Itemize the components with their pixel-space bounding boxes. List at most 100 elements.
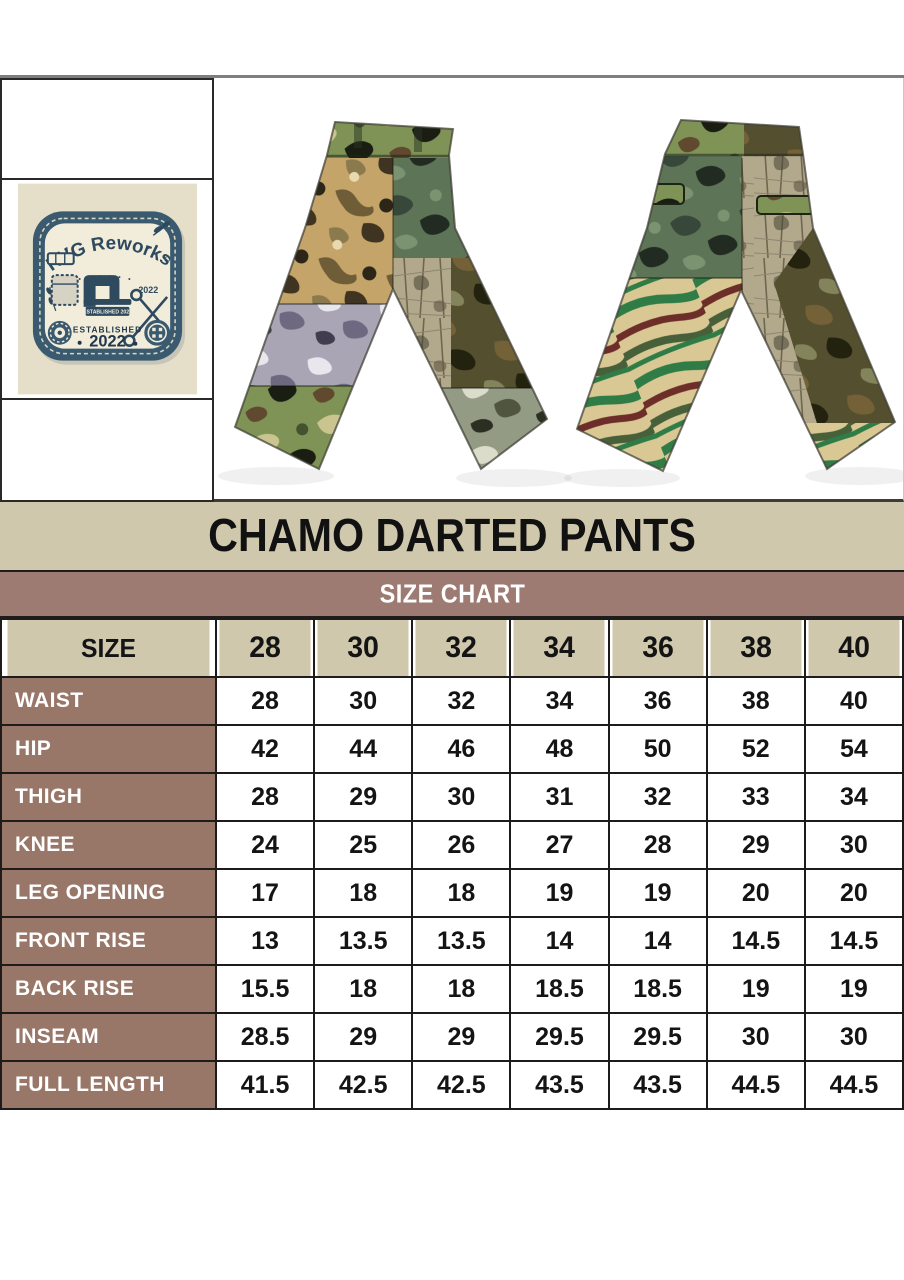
row-label: FULL LENGTH	[0, 1060, 217, 1110]
table-row: KNEE 24 25 26 27 28 29 30	[0, 820, 904, 870]
measurement-cell: 29	[411, 1012, 512, 1062]
size-table: SIZE 28 30 32 34 36 38 40 WAIST 28 30 32 34 36 38 40 HI…	[0, 618, 904, 1110]
size-header-cell: 32	[413, 618, 509, 678]
measurement-cell: 20	[705, 868, 806, 918]
measurement-cell: 30	[313, 676, 414, 726]
size-header-row: SIZE 28 30 32 34 36 38 40	[1, 618, 903, 678]
measurement-cell: 13.5	[411, 916, 512, 966]
pants-photos	[218, 118, 903, 487]
measurement-cell: 29	[705, 820, 806, 870]
measurement-cell: 14	[509, 916, 610, 966]
leaf-icon	[152, 221, 170, 236]
measurement-cell: 43.5	[607, 1060, 708, 1110]
svg-text:2022: 2022	[89, 333, 125, 351]
pocket-icon	[50, 274, 79, 306]
row-label: KNEE	[0, 820, 217, 870]
measurement-cell: 28	[607, 820, 708, 870]
measurement-cell: 30	[705, 1012, 806, 1062]
measurement-cell: 38	[705, 676, 806, 726]
button-icon	[143, 319, 170, 346]
measurement-cell: 18	[313, 964, 414, 1014]
table-row: FULL LENGTH 41.5 42.5 42.5 43.5 43.5 44.5 44.5	[0, 1060, 904, 1110]
row-label: THIGH	[0, 772, 217, 822]
measurement-cell: 54	[803, 724, 904, 774]
size-header-cell: 28	[217, 618, 313, 678]
measurement-cell: 25	[313, 820, 414, 870]
measurement-cell: 28	[214, 676, 316, 726]
measurement-cell: 44.5	[803, 1060, 904, 1110]
measurement-cell: 30	[411, 772, 512, 822]
measurement-cell: 33	[705, 772, 806, 822]
top-section: RVG Reworks	[0, 75, 904, 502]
row-label: FRONT RISE	[0, 916, 217, 966]
row-label: INSEAM	[0, 1012, 217, 1062]
measurement-cell: 19	[509, 868, 610, 918]
measurement-cell: 48	[509, 724, 610, 774]
measurement-cell: 13	[214, 916, 316, 966]
measurement-cell: 20	[803, 868, 904, 918]
measurement-cell: 14	[607, 916, 708, 966]
size-chart-bar: SIZE CHART	[0, 572, 904, 618]
registered-mark-icon	[163, 256, 170, 263]
size-header-cell: 30	[315, 618, 411, 678]
measurement-cell: 31	[509, 772, 610, 822]
measurement-cell: 14.5	[705, 916, 806, 966]
measurement-cell: 42.5	[313, 1060, 414, 1110]
measurement-cell: 52	[705, 724, 806, 774]
size-header-cell: 34	[511, 618, 608, 678]
page-title: CHAMO DARTED PANTS	[208, 509, 696, 562]
measurement-cell: 44	[313, 724, 414, 774]
table-row: INSEAM 28.5 29 29 29.5 29.5 30 30	[0, 1012, 904, 1062]
established-tag: ESTABLISHED 2022	[83, 306, 132, 316]
measurement-cell: 27	[509, 820, 610, 870]
measurement-cell: 43.5	[509, 1060, 610, 1110]
empty-cell-top	[0, 78, 214, 180]
measurement-cell: 36	[607, 676, 708, 726]
logo-cell: RVG Reworks	[0, 180, 214, 400]
measurement-cell: 29	[313, 1012, 414, 1062]
size-column-label: SIZE	[5, 618, 212, 678]
measurement-cell: 34	[803, 772, 904, 822]
measurement-cell: 18.5	[509, 964, 610, 1014]
measurement-cell: 41.5	[214, 1060, 316, 1110]
measurement-cell: 42.5	[411, 1060, 512, 1110]
measurement-cell: 30	[803, 820, 904, 870]
patch-year: 2022	[138, 285, 158, 295]
pants-front-photo	[233, 120, 549, 471]
measurement-cell: 32	[411, 676, 512, 726]
size-header-cell: 40	[806, 618, 902, 678]
measurement-cell: 29.5	[607, 1012, 708, 1062]
measurement-cell: 29.5	[509, 1012, 610, 1062]
measurement-cell: 17	[214, 868, 316, 918]
measurement-cell: 18	[411, 964, 512, 1014]
measurement-cell: 46	[411, 724, 512, 774]
row-label: BACK RISE	[0, 964, 217, 1014]
product-photo-area	[214, 78, 904, 502]
thread-spool-icon	[47, 320, 72, 345]
measurement-cell: 14.5	[803, 916, 904, 966]
measurement-cell: 19	[607, 868, 708, 918]
patch-face	[44, 223, 170, 349]
measurement-cell: 24	[214, 820, 316, 870]
sewing-machine-icon	[83, 275, 131, 307]
svg-text:ESTABLISHED 2022: ESTABLISHED 2022	[83, 309, 132, 315]
svg-text:ESTABLISHED: ESTABLISHED	[72, 325, 141, 335]
row-label: HIP	[0, 724, 217, 774]
measurement-cell: 42	[214, 724, 316, 774]
table-row: FRONT RISE 13 13.5 13.5 14 14 14.5 14.5	[0, 916, 904, 966]
size-header-cell: 38	[708, 618, 804, 678]
title-bar: CHAMO DARTED PANTS	[0, 502, 904, 572]
measurement-cell: 44.5	[705, 1060, 806, 1110]
measurement-cell: 19	[803, 964, 904, 1014]
thread-cartridge-icon	[46, 252, 75, 266]
stitching	[38, 217, 176, 355]
row-label: WAIST	[0, 676, 217, 726]
pants-back-photo	[575, 118, 897, 473]
size-table-body: WAIST 28 30 32 34 36 38 40 HIP 42 44 46 48 50 52 54 THIG…	[0, 676, 904, 1110]
table-row: LEG OPENING 17 18 18 19 19 20 20	[0, 868, 904, 918]
size-header-cell: 36	[610, 618, 706, 678]
measurement-cell: 18	[313, 868, 414, 918]
measurement-cell: 13.5	[313, 916, 414, 966]
measurement-cell: 32	[607, 772, 708, 822]
